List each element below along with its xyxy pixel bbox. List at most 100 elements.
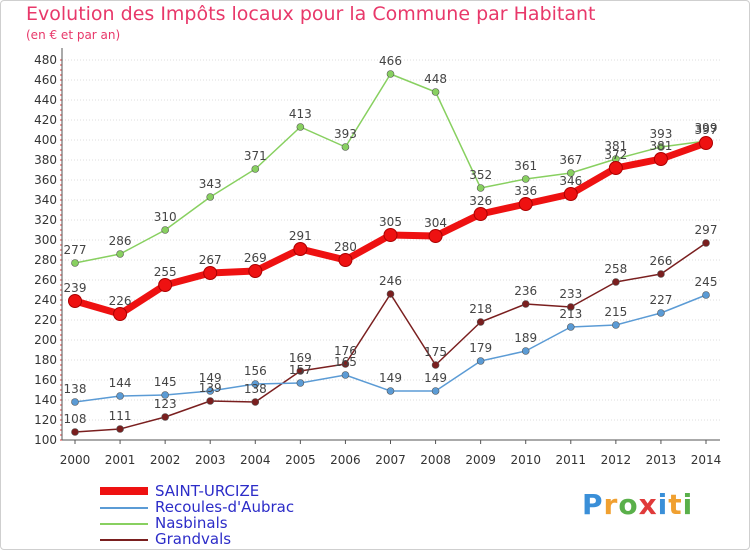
data-label: 326 <box>469 194 492 208</box>
data-label: 246 <box>379 274 402 288</box>
data-point <box>68 294 82 308</box>
data-point <box>158 278 173 292</box>
data-label: 448 <box>424 72 447 86</box>
data-label: 266 <box>649 254 672 268</box>
data-point <box>116 250 124 258</box>
x-tick-label: 2011 <box>556 453 587 467</box>
data-label: 189 <box>514 331 537 345</box>
data-label: 227 <box>649 293 672 307</box>
data-label: 111 <box>109 409 132 423</box>
data-label: 138 <box>244 382 267 396</box>
data-point <box>431 88 440 96</box>
legend-swatch <box>100 487 148 495</box>
x-tick-label: 2003 <box>195 453 226 467</box>
data-label: 371 <box>244 149 267 163</box>
data-label: 139 <box>199 381 222 395</box>
data-label: 393 <box>334 127 357 141</box>
data-point <box>702 239 710 247</box>
data-point <box>521 300 530 308</box>
y-tick-label: 120 <box>34 413 57 427</box>
data-label: 138 <box>64 382 87 396</box>
data-point <box>386 290 395 298</box>
data-label: 218 <box>469 302 492 316</box>
data-point <box>248 264 263 278</box>
data-label: 297 <box>695 223 718 237</box>
data-point <box>386 387 395 395</box>
x-tick-label: 2006 <box>330 453 361 467</box>
x-tick-label: 2013 <box>646 453 677 467</box>
y-tick-label: 160 <box>34 373 57 387</box>
data-label: 239 <box>64 281 87 295</box>
data-point <box>251 398 260 406</box>
data-label: 393 <box>649 127 672 141</box>
data-label: 343 <box>199 177 222 191</box>
data-point <box>518 197 533 211</box>
data-point <box>71 259 79 267</box>
legend-label: SAINT-URCIZE <box>155 482 260 500</box>
data-label: 149 <box>424 371 447 385</box>
y-tick-label: 300 <box>34 233 57 247</box>
data-label: 233 <box>559 287 582 301</box>
x-tick-label: 2002 <box>150 453 181 467</box>
data-label: 157 <box>289 363 312 377</box>
data-point <box>612 321 620 329</box>
data-label: 175 <box>424 345 447 359</box>
data-label: 213 <box>559 307 582 321</box>
data-point <box>702 291 710 299</box>
data-label: 165 <box>334 355 357 369</box>
data-point <box>653 152 668 166</box>
data-point <box>341 143 350 151</box>
y-tick-label: 440 <box>34 93 57 107</box>
data-point <box>296 367 305 375</box>
data-point <box>341 360 350 368</box>
y-tick-label: 320 <box>34 213 57 227</box>
legend-label: Nasbinals <box>155 514 228 532</box>
y-tick-label: 100 <box>34 433 57 447</box>
x-tick-label: 2010 <box>510 453 541 467</box>
data-label: 372 <box>604 148 627 162</box>
data-point <box>428 229 443 243</box>
y-tick-label: 400 <box>34 133 57 147</box>
data-point <box>657 309 665 317</box>
y-tick-label: 340 <box>34 193 57 207</box>
data-label: 397 <box>695 123 718 137</box>
brand-logo: Proxiti <box>582 488 694 521</box>
data-point <box>431 387 440 395</box>
data-point <box>71 428 79 436</box>
x-tick-label: 2007 <box>375 453 406 467</box>
chart-subtitle: (en € et par an) <box>26 28 121 42</box>
data-point <box>296 123 305 131</box>
y-tick-label: 420 <box>34 113 57 127</box>
data-label: 144 <box>109 376 132 390</box>
data-label: 215 <box>604 305 627 319</box>
data-point <box>206 397 215 405</box>
x-tick-label: 2014 <box>691 453 722 467</box>
data-point <box>521 175 530 183</box>
data-point <box>206 193 215 201</box>
data-point <box>699 136 713 150</box>
data-point <box>116 392 124 400</box>
x-tick-label: 2005 <box>285 453 316 467</box>
legend-swatch <box>100 539 148 541</box>
data-label: 176 <box>334 344 357 358</box>
data-label: 381 <box>649 139 672 153</box>
plot-area <box>62 48 720 440</box>
legend-label: Recoules-d'Aubrac <box>155 498 295 516</box>
y-tick-label: 380 <box>34 153 57 167</box>
data-point <box>251 380 260 388</box>
data-point <box>563 187 578 201</box>
x-tick-label: 2012 <box>601 453 632 467</box>
data-point <box>566 303 575 311</box>
data-point <box>431 361 440 369</box>
x-tick-label: 2009 <box>465 453 496 467</box>
data-label: 346 <box>559 174 582 188</box>
data-point <box>612 278 620 286</box>
x-tick-label: 2008 <box>420 453 451 467</box>
data-label: 352 <box>469 168 492 182</box>
x-tick-label: 2000 <box>60 453 91 467</box>
data-point <box>386 70 395 78</box>
y-tick-label: 360 <box>34 173 57 187</box>
data-label: 258 <box>604 262 627 276</box>
data-label: 169 <box>289 351 312 365</box>
